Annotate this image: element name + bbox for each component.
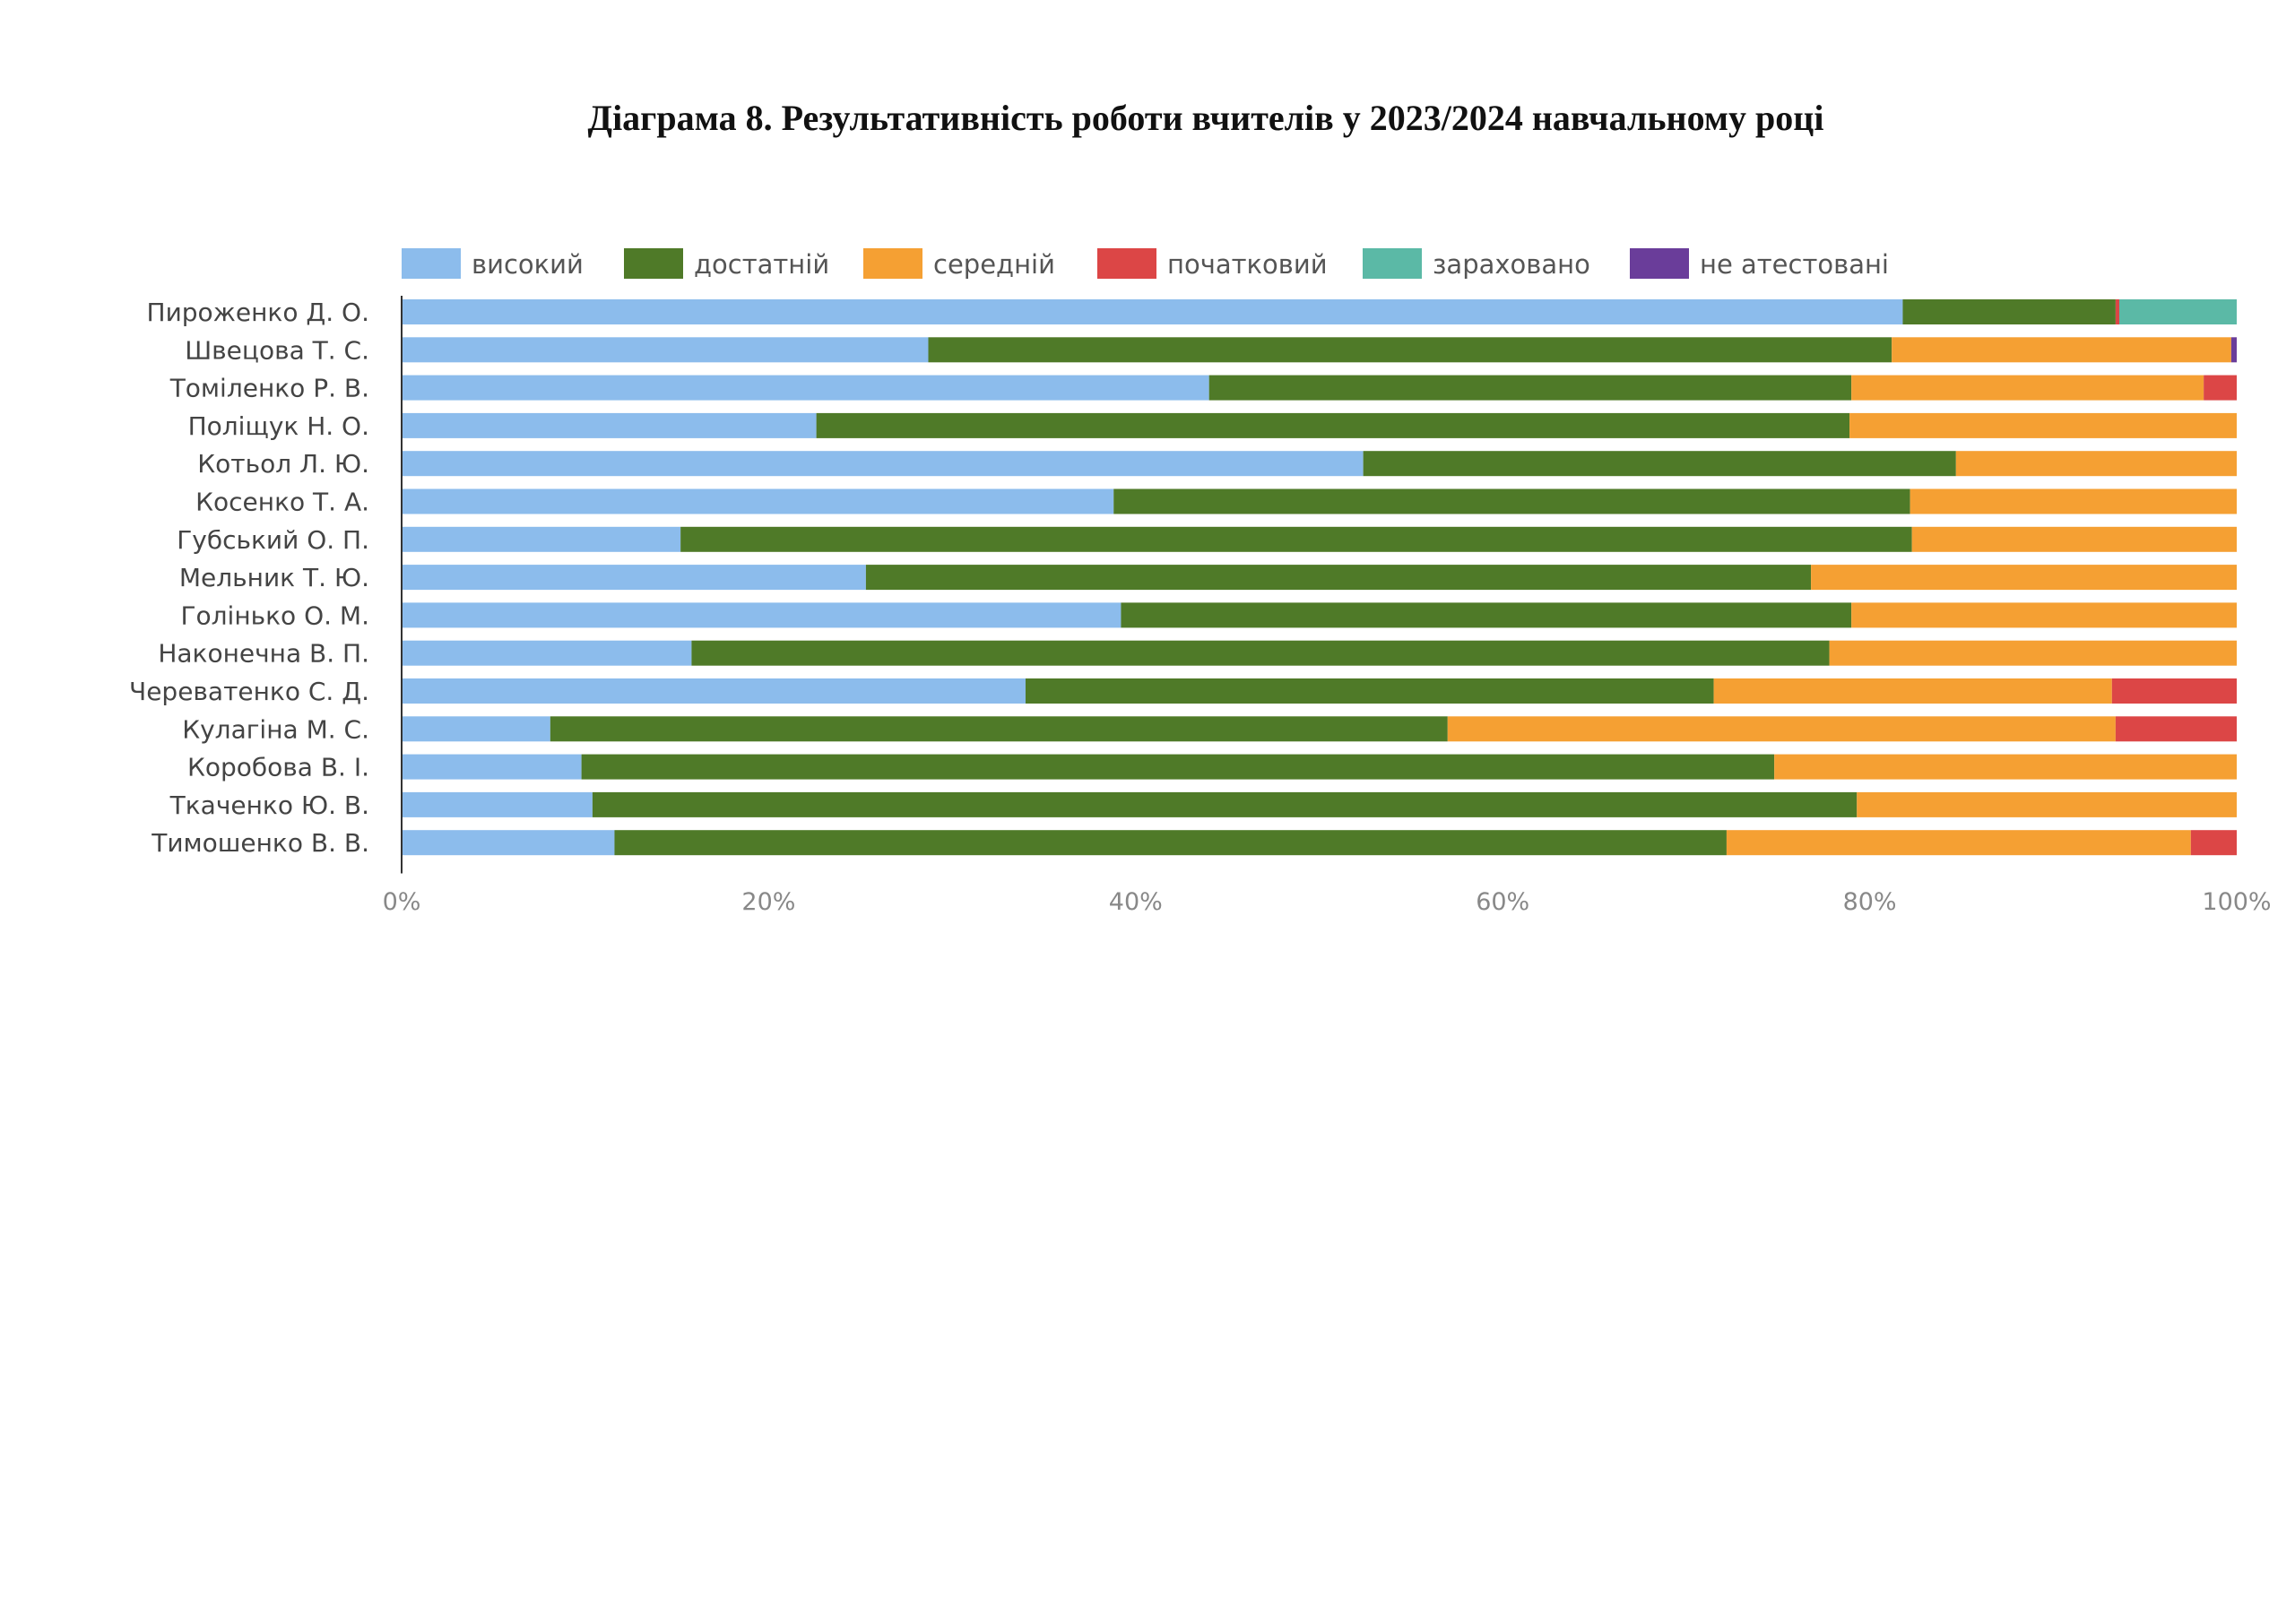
x-tick-label-6: 100% — [2202, 888, 2271, 916]
category-label-8: Мельник Т. Ю. — [179, 563, 369, 592]
bar-швецова-т-с-6 — [2230, 337, 2237, 363]
legend-swatch-1 — [402, 248, 461, 279]
bar-ткаченко-ю-в-1 — [402, 791, 593, 817]
category-label-14: Ткаченко Ю. В. — [169, 790, 369, 820]
bar-пироженко-д-о-5 — [2118, 299, 2237, 324]
category-label-7: Губський О. П. — [177, 525, 369, 555]
bar-кулагіна-м-с-3 — [1447, 716, 2116, 742]
category-label-2: Швецова Т. С. — [185, 335, 369, 365]
bar-томіленко-р-в-3 — [1851, 375, 2204, 401]
bar-косенко-т-а-3 — [1910, 488, 2237, 514]
bar-кулагіна-м-с-4 — [2115, 716, 2237, 742]
bar-мельник-т-ю-2 — [865, 565, 1812, 591]
legend-label-3: середній — [933, 249, 1055, 280]
category-label-12: Кулагіна М. С. — [182, 714, 369, 744]
bar-коробова-в-і-1 — [402, 754, 582, 780]
bar-коробова-в-і-2 — [581, 754, 1775, 780]
bar-тимошенко-в-в-3 — [1726, 830, 2191, 856]
x-tick-label-4: 60% — [1476, 888, 1529, 916]
bar-котьол-л-ю-1 — [402, 451, 1364, 477]
bar-швецова-т-с-3 — [1892, 337, 2231, 363]
x-tick-label-1: 0% — [383, 888, 421, 916]
bars — [402, 299, 2237, 856]
x-tick-label-2: 20% — [741, 888, 795, 916]
bar-мельник-т-ю-3 — [1811, 565, 2237, 591]
category-label-11: Череватенко С. Д. — [129, 677, 369, 706]
category-label-13: Коробова В. І. — [187, 753, 369, 782]
bar-пироженко-д-о-2 — [1902, 299, 2116, 324]
bar-голінько-о-м-3 — [1851, 602, 2237, 628]
x-tick-label-3: 40% — [1109, 888, 1163, 916]
bar-кулагіна-м-с-1 — [402, 716, 550, 742]
bar-губський-о-п-1 — [402, 526, 681, 552]
bar-котьол-л-ю-3 — [1955, 451, 2237, 477]
bar-котьол-л-ю-2 — [1363, 451, 1956, 477]
category-label-10: Наконечна В. П. — [158, 639, 369, 669]
category-labels: Пироженко Д. О. Швецова Т. С. Томіленко Р.… — [129, 298, 369, 858]
bar-ткаченко-ю-в-3 — [1857, 791, 2237, 817]
bar-тимошенко-в-в-4 — [2190, 830, 2237, 856]
bar-швецова-т-с-1 — [402, 337, 929, 363]
bar-череватенко-с-д-1 — [402, 678, 1026, 704]
bar-тимошенко-в-в-2 — [614, 830, 1727, 856]
legend-label-4: початковий — [1167, 249, 1328, 280]
bar-губський-о-п-3 — [1911, 526, 2237, 552]
bar-череватенко-с-д-4 — [2111, 678, 2237, 704]
chart-title: Діаграма 8. Результативність роботи вчит… — [587, 98, 1824, 138]
bar-пироженко-д-о-1 — [402, 299, 1903, 324]
legend-label-1: високий — [472, 249, 584, 280]
bar-косенко-т-а-1 — [402, 488, 1114, 514]
legend-swatch-2 — [624, 248, 683, 279]
legend-label-6: не атестовані — [1700, 249, 1889, 280]
bar-швецова-т-с-2 — [928, 337, 1892, 363]
category-label-1: Пироженко Д. О. — [147, 298, 369, 327]
bar-наконечна-в-п-3 — [1829, 640, 2237, 666]
x-tick-label-5: 80% — [1843, 888, 1897, 916]
bar-голінько-о-м-1 — [402, 602, 1122, 628]
bar-наконечна-в-п-2 — [691, 640, 1830, 666]
bar-томіленко-р-в-1 — [402, 375, 1209, 401]
category-label-5: Котьол Л. Ю. — [197, 449, 369, 479]
x-tick-labels: 0% 20% 40% 60% 80% 100% — [383, 888, 2272, 916]
bar-кулагіна-м-с-2 — [550, 716, 1448, 742]
bar-томіленко-р-в-4 — [2204, 375, 2237, 401]
legend-swatch-5 — [1363, 248, 1422, 279]
legend-label-2: достатній — [694, 249, 829, 280]
bar-поліщук-н-о-1 — [402, 412, 817, 438]
category-label-15: Тимошенко В. В. — [151, 828, 369, 858]
bar-губський-о-п-2 — [680, 526, 1912, 552]
category-label-4: Поліщук Н. О. — [188, 411, 369, 441]
bar-пироженко-д-о-4 — [2115, 299, 2119, 324]
legend-swatch-4 — [1097, 248, 1156, 279]
bar-поліщук-н-о-2 — [816, 412, 1850, 438]
bar-косенко-т-а-2 — [1113, 488, 1910, 514]
bar-череватенко-с-д-2 — [1025, 678, 1714, 704]
category-label-3: Томіленко Р. В. — [169, 374, 369, 403]
bar-поліщук-н-о-3 — [1849, 412, 2237, 438]
legend-swatch-3 — [863, 248, 922, 279]
bar-тимошенко-в-в-1 — [402, 830, 615, 856]
bar-наконечна-в-п-1 — [402, 640, 692, 666]
category-label-6: Косенко Т. А. — [195, 488, 369, 517]
bar-ткаченко-ю-в-2 — [592, 791, 1858, 817]
bar-голінько-о-м-2 — [1121, 602, 1852, 628]
category-label-9: Голінько О. М. — [180, 600, 369, 630]
bar-мельник-т-ю-1 — [402, 565, 866, 591]
bar-томіленко-р-в-2 — [1208, 375, 1852, 401]
legend-label-5: зараховано — [1433, 249, 1590, 280]
chart-legend: високий достатній середній початковий зарахо… — [402, 248, 1889, 280]
legend-swatch-6 — [1630, 248, 1689, 279]
bar-коробова-в-і-3 — [1774, 754, 2237, 780]
bar-череватенко-с-д-3 — [1713, 678, 2112, 704]
